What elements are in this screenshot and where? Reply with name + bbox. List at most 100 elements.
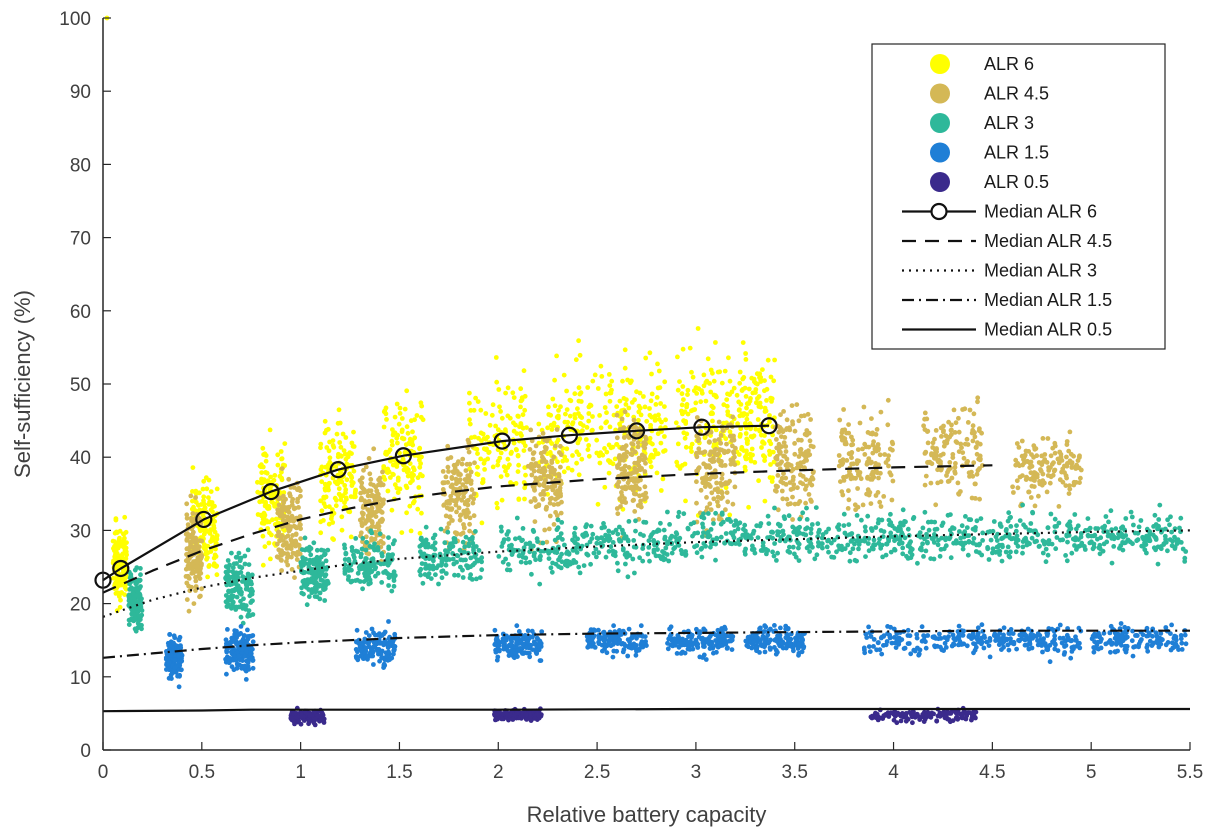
scatter-point xyxy=(808,497,813,503)
scatter-point xyxy=(772,541,777,546)
scatter-point xyxy=(576,437,582,443)
scatter-point xyxy=(199,538,205,544)
scatter-point xyxy=(1113,526,1119,532)
scatter-point xyxy=(483,411,489,416)
scatter-point xyxy=(648,398,654,404)
scatter-point xyxy=(610,530,616,535)
scatter-point xyxy=(599,525,605,531)
scatter-point xyxy=(979,552,985,558)
scatter-point xyxy=(1125,537,1131,543)
scatter-point xyxy=(767,534,773,540)
scatter-point xyxy=(795,461,801,467)
scatter-point xyxy=(278,449,284,454)
scatter-point xyxy=(507,462,512,468)
scatter-point xyxy=(792,441,797,446)
scatter-point xyxy=(351,429,356,435)
scatter-point xyxy=(269,499,275,505)
scatter-point xyxy=(625,538,631,544)
scatter-point xyxy=(313,580,319,585)
scatter-point xyxy=(796,525,801,531)
scatter-point xyxy=(371,662,376,667)
scatter-point xyxy=(322,418,328,424)
scatter-point xyxy=(383,405,389,411)
scatter-point xyxy=(166,660,172,666)
scatter-point xyxy=(690,374,696,380)
scatter-point xyxy=(779,488,785,494)
scatter-point xyxy=(395,478,401,483)
scatter-point xyxy=(1046,538,1052,543)
scatter-point xyxy=(767,438,772,444)
scatter-point xyxy=(646,545,652,550)
scatter-point xyxy=(176,637,182,642)
scatter-point xyxy=(363,499,368,505)
scatter-point xyxy=(286,528,292,534)
scatter-point xyxy=(617,496,623,502)
scatter-point xyxy=(804,458,809,463)
scatter-point xyxy=(238,555,244,561)
scatter-point xyxy=(958,535,964,541)
scatter-point xyxy=(576,338,581,344)
scatter-point xyxy=(503,390,508,396)
scatter-point xyxy=(241,633,247,638)
scatter-point xyxy=(1106,519,1111,525)
scatter-point xyxy=(530,527,536,533)
scatter-point xyxy=(869,416,874,421)
scatter-point xyxy=(959,445,964,451)
scatter-point xyxy=(1020,550,1025,556)
scatter-point xyxy=(762,388,767,394)
scatter-point xyxy=(573,560,579,565)
scatter-point xyxy=(909,546,915,552)
scatter-point xyxy=(649,391,655,397)
scatter-point xyxy=(790,544,796,550)
scatter-point xyxy=(1063,483,1069,488)
scatter-point xyxy=(378,480,383,485)
scatter-point xyxy=(1128,509,1134,515)
scatter-point xyxy=(343,550,349,556)
scatter-point xyxy=(749,446,755,452)
scatter-point xyxy=(1067,486,1073,492)
scatter-point xyxy=(236,585,242,591)
scatter-point xyxy=(953,439,959,444)
scatter-point xyxy=(743,357,749,362)
scatter-point xyxy=(247,613,253,618)
scatter-point xyxy=(607,383,613,388)
scatter-point xyxy=(241,596,246,602)
scatter-point xyxy=(755,535,761,540)
scatter-point xyxy=(826,549,831,555)
scatter-point xyxy=(715,503,721,509)
scatter-point xyxy=(317,596,323,602)
scatter-point xyxy=(985,545,990,550)
scatter-point xyxy=(1139,543,1145,549)
scatter-point xyxy=(729,438,735,443)
scatter-point xyxy=(876,475,881,481)
scatter-point xyxy=(943,535,949,541)
scatter-point xyxy=(889,497,895,503)
scatter-point xyxy=(604,449,610,455)
scatter-point xyxy=(442,540,448,546)
scatter-point xyxy=(411,499,417,504)
scatter-point xyxy=(499,415,505,421)
scatter-point xyxy=(259,470,265,475)
scatter-point xyxy=(307,544,312,550)
scatter-point xyxy=(781,440,787,445)
scatter-point xyxy=(481,460,487,466)
scatter-point xyxy=(785,461,791,467)
scatter-point xyxy=(135,621,141,626)
scatter-point xyxy=(1157,502,1163,508)
scatter-point xyxy=(490,402,496,408)
scatter-point xyxy=(804,451,810,456)
scatter-point xyxy=(722,368,728,374)
scatter-point xyxy=(892,546,897,552)
scatter-point xyxy=(600,452,606,458)
scatter-point xyxy=(926,527,932,533)
scatter-point xyxy=(324,445,330,450)
scatter-point xyxy=(408,528,414,534)
scatter-point xyxy=(479,559,484,565)
scatter-point xyxy=(707,476,713,482)
scatter-point xyxy=(263,453,269,458)
scatter-point xyxy=(865,513,871,519)
scatter-point xyxy=(694,550,700,556)
scatter-point xyxy=(698,546,704,552)
scatter-point xyxy=(440,469,446,474)
scatter-point xyxy=(121,531,126,537)
